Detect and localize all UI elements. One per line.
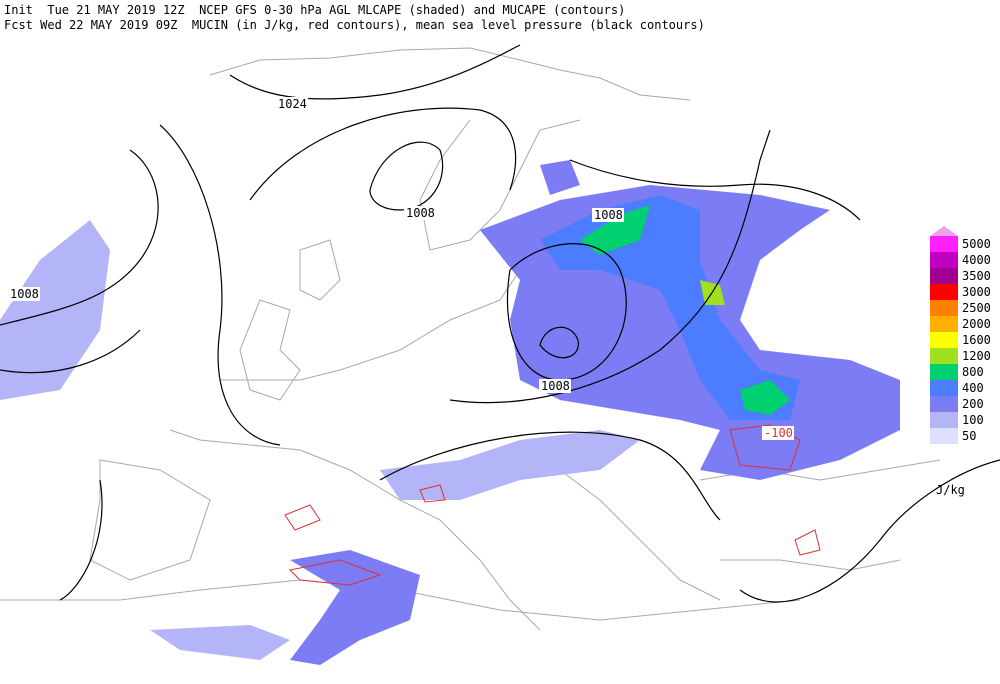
legend-label: 50 xyxy=(962,429,976,443)
legend-label: 200 xyxy=(962,397,984,411)
legend-label: 1200 xyxy=(962,349,991,363)
contour-labels: 1024 1008 1008 1008 1008 -100 xyxy=(8,97,794,440)
legend-swatch xyxy=(930,300,958,316)
legend-swatch xyxy=(930,284,958,300)
legend-swatch xyxy=(930,268,958,284)
contour-label: 1024 xyxy=(278,97,307,111)
legend-swatch xyxy=(930,332,958,348)
legend-arrow xyxy=(930,226,958,236)
contour-label: 1008 xyxy=(406,206,435,220)
legend-label: 2500 xyxy=(962,301,991,315)
coastlines xyxy=(0,47,941,631)
legend-label: 3500 xyxy=(962,269,991,283)
legend-label: 1600 xyxy=(962,333,991,347)
legend-swatch xyxy=(930,236,958,252)
legend-swatch xyxy=(930,396,958,412)
header-line: Init Tue 21 MAY 2019 12Z NCEP GFS 0-30 h… xyxy=(4,3,625,17)
legend-label: 2000 xyxy=(962,317,991,331)
contour-label: 1008 xyxy=(594,208,623,222)
legend-label: 4000 xyxy=(962,253,991,267)
legend-label: 800 xyxy=(962,365,984,379)
legend-label: 400 xyxy=(962,381,984,395)
contour-label: 1008 xyxy=(541,379,570,393)
cape-shading xyxy=(0,160,900,665)
legend-label: 3000 xyxy=(962,285,991,299)
legend-swatch xyxy=(930,380,958,396)
header-line: Fcst Wed 22 MAY 2019 09Z MUCIN (in J/kg,… xyxy=(4,18,705,32)
legend-unit: J/kg xyxy=(936,483,965,497)
legend-swatch xyxy=(930,364,958,380)
mucin-contours xyxy=(284,424,821,586)
legend-label: 100 xyxy=(962,413,984,427)
legend-swatch xyxy=(930,428,958,444)
legend-swatch xyxy=(930,252,958,268)
legend-label: 5000 xyxy=(962,237,991,251)
legend-swatch xyxy=(930,316,958,332)
legend-swatch xyxy=(930,348,958,364)
isobars xyxy=(0,44,1000,603)
legend: 5000 4000 3500 3000 2500 2000 1600 1200 800 400 20… xyxy=(930,226,991,497)
contour-label: -100 xyxy=(764,426,793,440)
contour-label: 1008 xyxy=(10,287,39,301)
legend-swatch xyxy=(930,412,958,428)
